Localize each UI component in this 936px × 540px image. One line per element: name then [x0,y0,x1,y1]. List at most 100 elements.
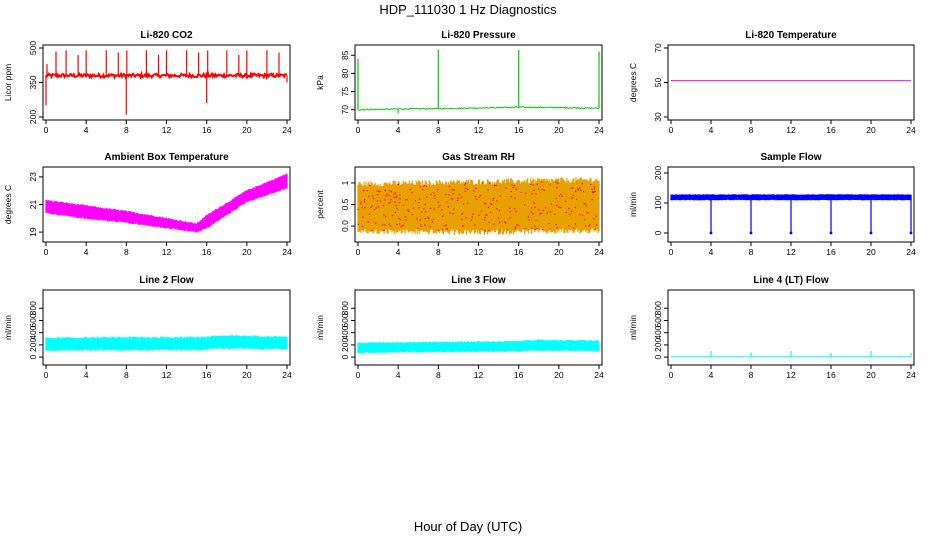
y-tick-label: 0.5 [340,198,350,210]
series-point [582,191,585,193]
series-point [537,188,540,190]
x-tick-label: 12 [474,370,484,380]
series-point [370,206,372,209]
series-point [437,189,439,191]
series-point [438,229,440,232]
series-point [436,229,438,231]
plot-frame [667,44,915,121]
series-point [427,217,430,220]
series-point [554,213,556,216]
series-point [498,210,501,212]
series-point [586,212,589,214]
series-point [534,228,536,230]
x-tick-label: 24 [282,125,292,135]
series-point [591,188,593,190]
series-core [358,341,599,352]
series-point [465,217,467,219]
y-tick-label: 800 [28,301,38,315]
y-tick-label: 85 [340,50,350,60]
series-point [361,225,363,228]
x-tick-label: 16 [514,247,524,257]
series-point [531,207,533,209]
y-tick-label: 200 [653,166,663,180]
x-tick-label: 12 [474,125,484,135]
series-point [579,187,581,189]
series-point [581,214,584,217]
y-tick-label: 70 [340,105,350,115]
series-point [511,184,513,186]
chart-panel: Ambient Box Temperature 0 4 8 12 16 20 24 19 21 23… [3,152,292,257]
series-point [504,222,507,224]
series-point [549,228,551,230]
series-point [460,196,463,198]
spike-point [829,231,833,235]
series-point [474,224,476,226]
x-tick-label: 24 [282,370,292,380]
series-point [386,193,388,195]
y-tick-label: 200 [653,338,663,352]
series-point [382,205,385,207]
y-tick-label: 1 [340,180,350,185]
series-point [382,224,384,226]
series-point [368,195,370,197]
y-axis-label: ml/min [315,315,325,340]
series-point [481,182,483,184]
series-point [432,218,434,221]
series-point [383,224,386,226]
chart-panel: Gas Stream RH 0 4 8 12 16 20 24 0.0 0.5 1 percent [315,152,604,257]
series-point [461,213,463,215]
x-tick-label: 12 [786,125,796,135]
series-point [591,198,593,201]
series-point [385,215,387,218]
x-tick-label: 24 [594,370,604,380]
series-point [433,208,435,210]
y-tick-label: 800 [340,301,350,315]
y-tick-label: 0 [28,354,38,359]
x-tick-label: 24 [906,125,916,135]
series-point [489,211,491,213]
series-point [449,212,451,214]
series-point [531,227,533,230]
series-point [487,206,490,209]
series-point [488,221,490,224]
spike-point [749,231,753,235]
series-point [420,225,423,228]
series-point [570,187,572,189]
series-point [464,182,467,184]
series-point [595,215,597,218]
series-point [419,198,421,200]
series-point [515,210,517,213]
series-point [478,214,480,217]
spike-point [709,231,713,235]
series-core [671,195,911,200]
series-point [462,225,464,227]
x-tick-label: 0 [44,370,49,380]
x-tick-label: 20 [866,247,876,257]
y-tick-label: 600 [653,313,663,327]
y-tick-label: 600 [28,313,38,327]
series-point [388,223,390,225]
series-point [375,207,377,209]
series-point [510,190,513,193]
spike-point [789,231,793,235]
series-point [414,200,417,202]
data-layer [45,335,288,352]
series-point [418,207,420,209]
series-point [558,206,560,208]
plot-frame [42,166,291,243]
series-point [451,197,453,200]
series-point [539,213,541,215]
series-point [467,188,469,190]
y-tick-label: 21 [28,200,38,210]
y-tick-label: 0 [653,354,663,359]
series-point [434,197,436,200]
series-point [574,206,577,209]
x-tick-label: 12 [786,247,796,257]
x-tick-label: 0 [356,370,361,380]
x-tick-label: 20 [554,125,564,135]
series-point [484,213,487,216]
x-tick-label: 4 [396,125,401,135]
x-tick-label: 20 [554,247,564,257]
series-point [592,190,594,193]
series-point [424,211,427,213]
